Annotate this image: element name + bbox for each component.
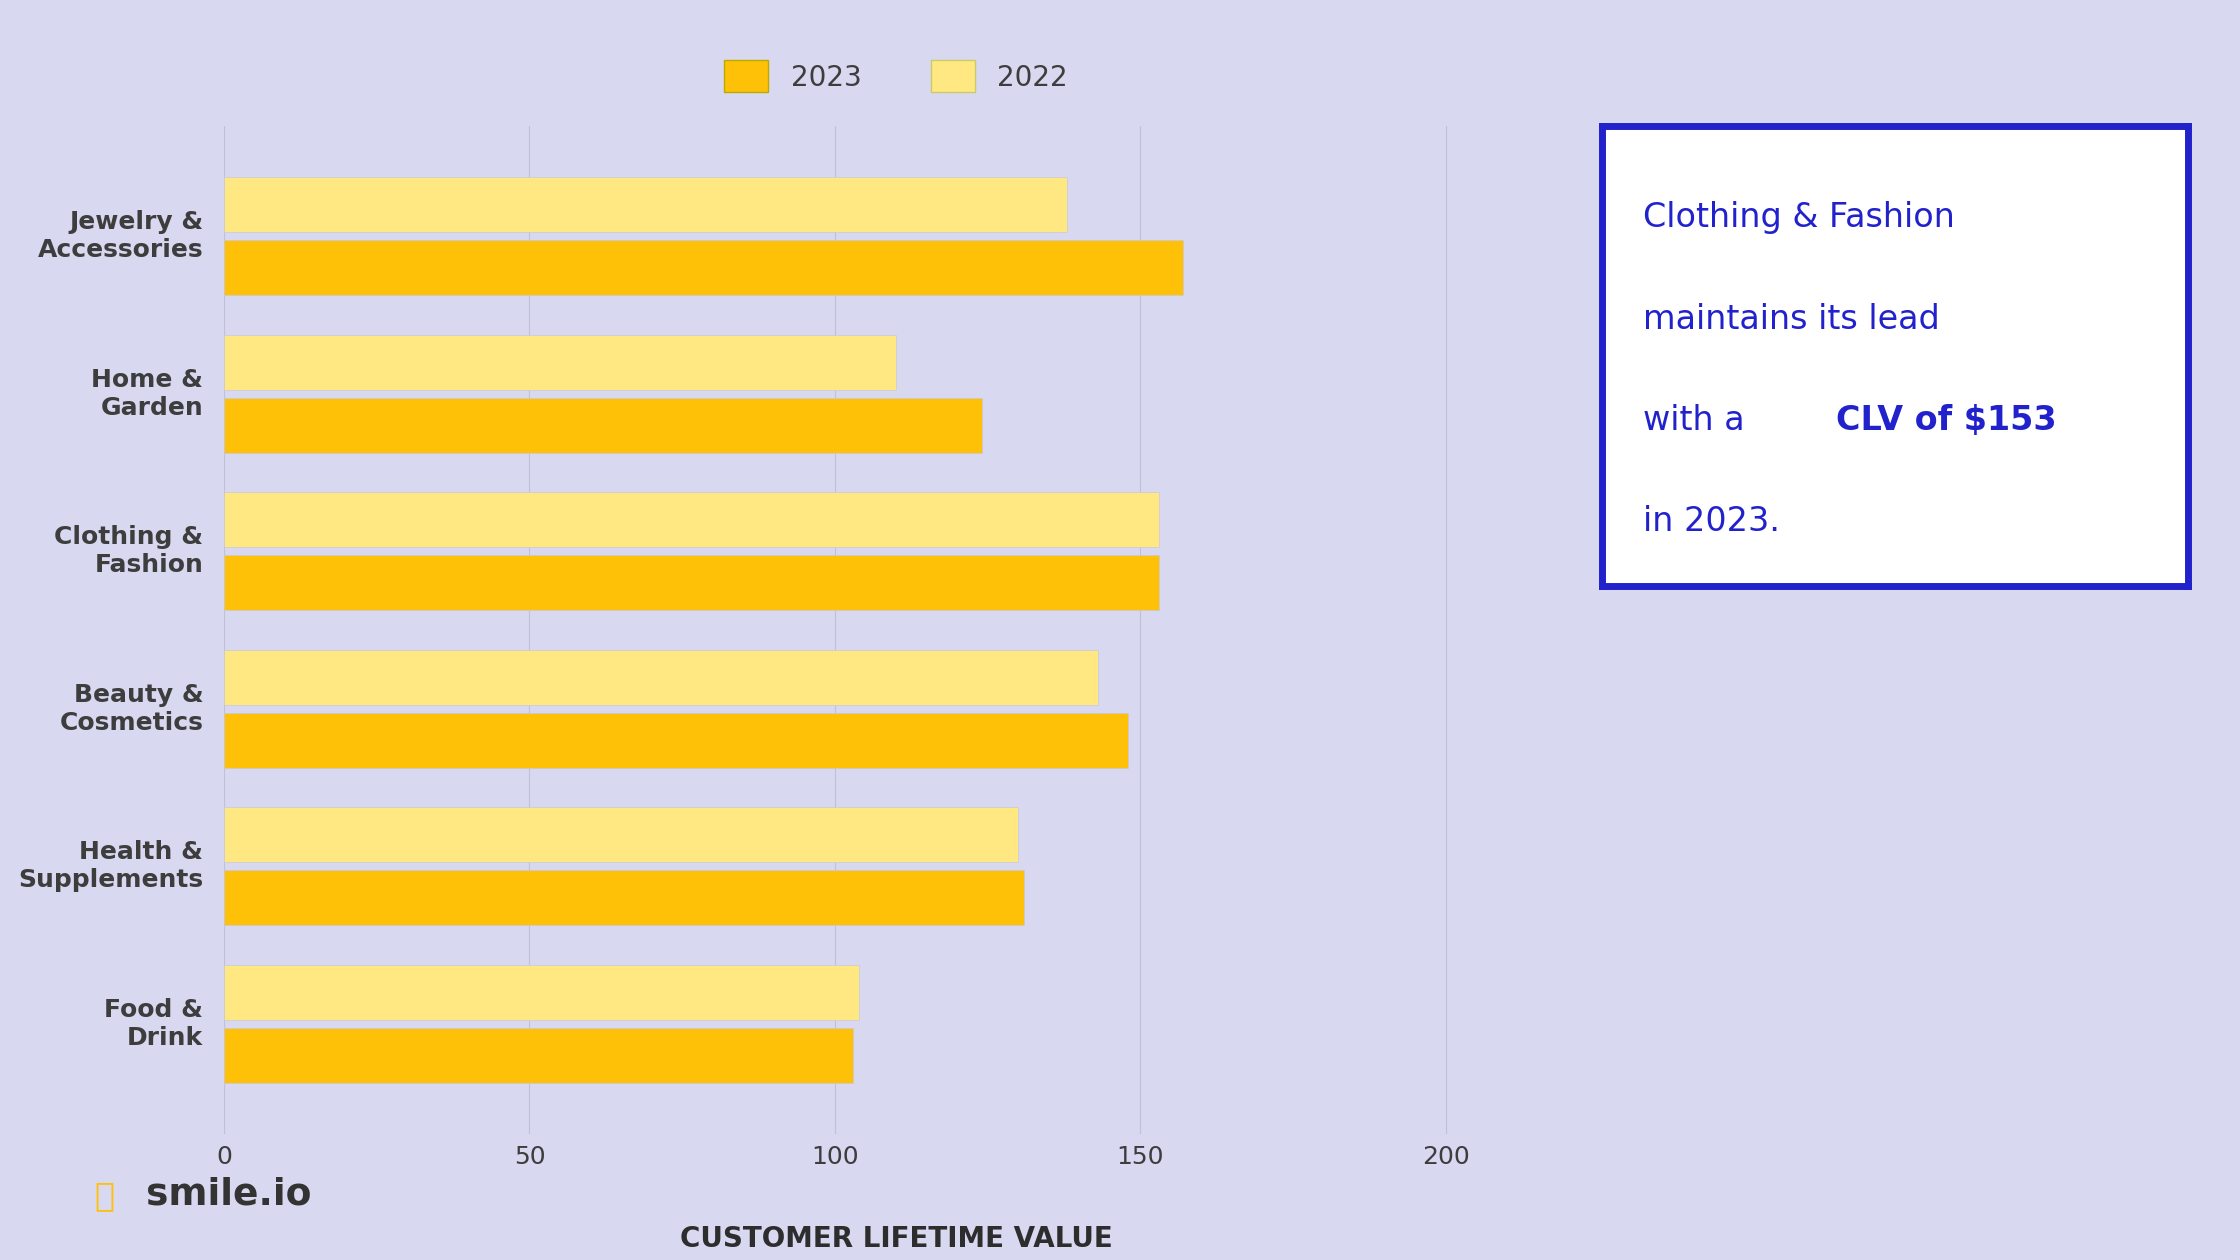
Text: with a: with a: [1642, 404, 1754, 437]
Text: CUSTOMER LIFETIME VALUE: CUSTOMER LIFETIME VALUE: [679, 1225, 1113, 1252]
Legend: 2023, 2022: 2023, 2022: [712, 49, 1080, 103]
Bar: [224, 713, 1129, 767]
Bar: [224, 493, 1158, 547]
Bar: [224, 808, 1019, 862]
Text: in 2023.: in 2023.: [1642, 505, 1781, 538]
Text: maintains its lead: maintains its lead: [1642, 302, 1940, 335]
Bar: [224, 650, 1098, 704]
Bar: [224, 335, 896, 389]
Bar: [224, 398, 981, 452]
Text: smile.io: smile.io: [146, 1176, 311, 1212]
Text: ⌣: ⌣: [94, 1179, 114, 1212]
Bar: [224, 1028, 853, 1082]
Text: Clothing & Fashion: Clothing & Fashion: [1642, 202, 1956, 234]
Bar: [224, 556, 1158, 610]
Bar: [224, 965, 860, 1019]
Text: CLV of $153: CLV of $153: [1837, 404, 2056, 437]
Bar: [224, 241, 1183, 295]
Bar: [224, 178, 1066, 232]
Bar: [224, 871, 1024, 925]
